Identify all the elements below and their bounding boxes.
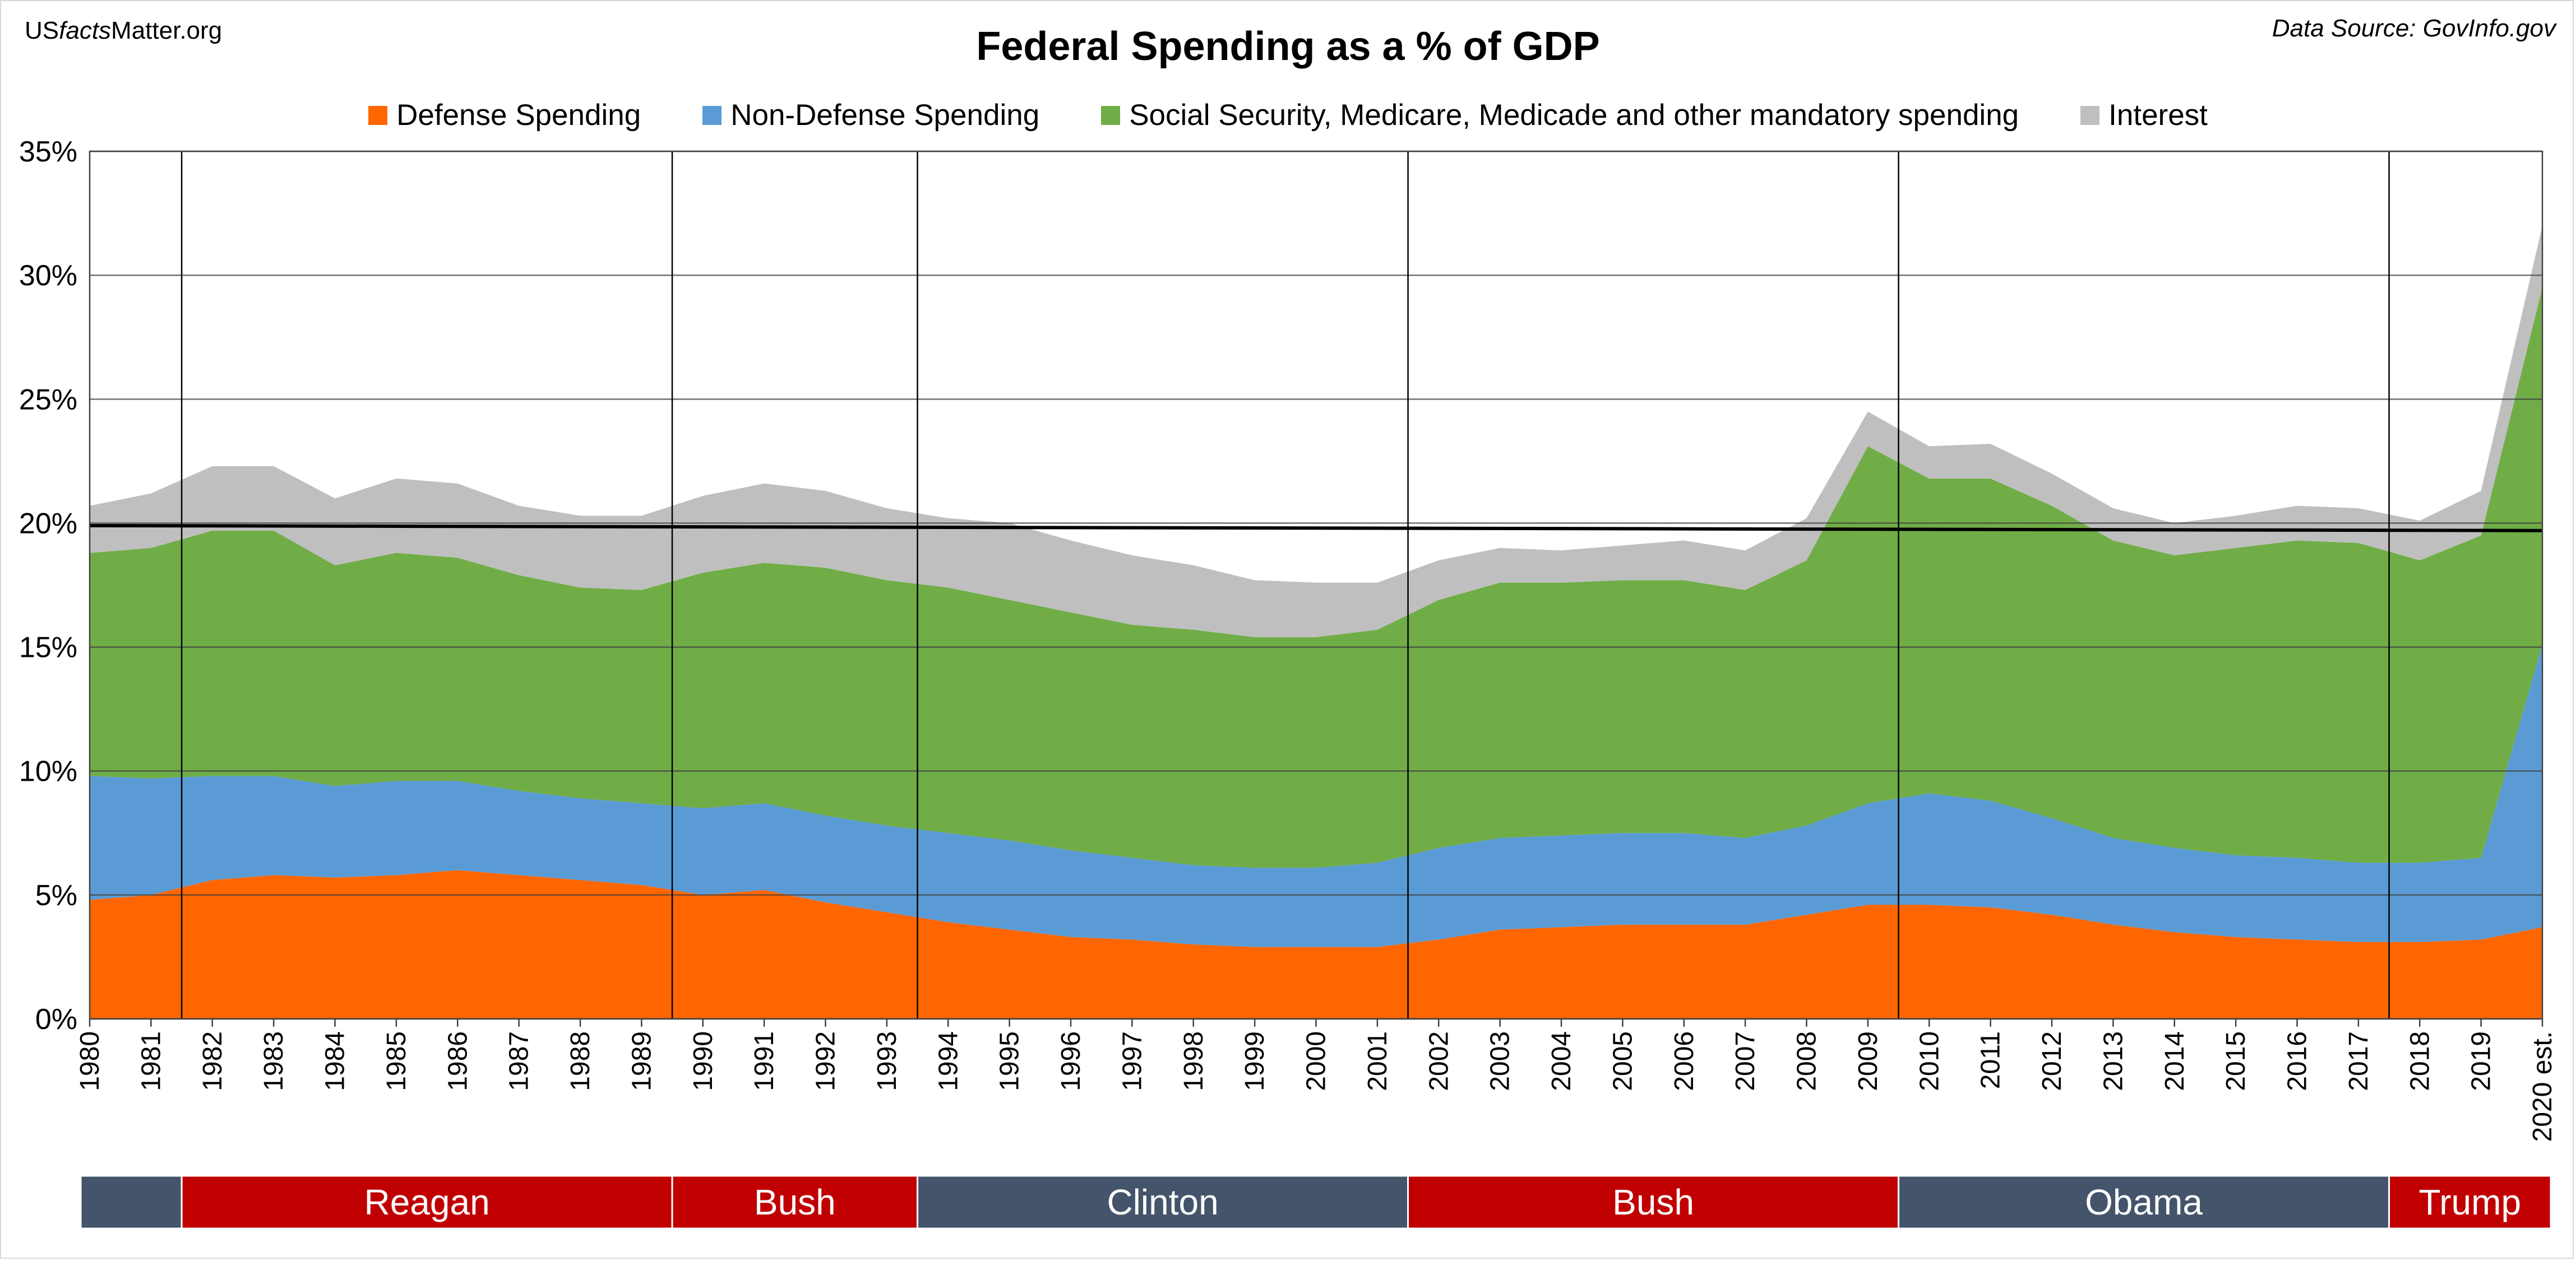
area-series-3 [90,225,2542,637]
legend-label-non-defense: Non-Defense Spending [730,99,1040,132]
area-series-0 [90,870,2542,1019]
x-tick-label: 2007 [1731,1031,1760,1091]
x-tick-label: 2013 [2098,1031,2128,1091]
x-tick-label: 1994 [933,1031,963,1091]
x-tick-label: 2010 [1914,1031,1944,1091]
x-tick-label: 2004 [1547,1031,1576,1091]
administration-bar [2388,1175,2552,1230]
x-tick-label: 1999 [1240,1031,1270,1091]
x-tick-label: 2016 [2283,1031,2313,1091]
administration-bar [80,1175,183,1230]
x-tick-label: 2015 [2221,1031,2251,1091]
legend-item-mandatory: Social Security, Medicare, Medicade and … [1101,98,2019,132]
administration-bar [1407,1175,1900,1230]
x-tick-label: 1991 [750,1031,779,1091]
administration-label: Reagan [364,1182,489,1222]
site-name-facts: facts [59,17,112,44]
legend-swatch-defense [368,105,388,125]
x-tick-label: 1996 [1056,1031,1086,1091]
x-tick-label: 1989 [627,1031,656,1091]
x-tick-label: 1992 [811,1031,841,1091]
reference-line [89,523,2543,532]
y-tick-label: 30% [19,259,77,292]
site-name: USfactsMatter.org [25,17,222,45]
chart-title: Federal Spending as a % of GDP [976,24,1600,69]
x-tick-label: 1982 [198,1031,228,1091]
area-series-2 [90,288,2542,868]
legend-label-defense: Defense Spending [396,99,641,132]
y-tick-label: 15% [19,632,77,664]
x-tick-label: 2018 [2405,1031,2435,1091]
y-tick-label: 5% [35,879,77,912]
x-tick-label: 2014 [2160,1031,2190,1091]
legend-item-non-defense: Non-Defense Spending [702,98,1039,132]
x-tick-label: 1995 [995,1031,1025,1091]
x-tick-label: 1988 [566,1031,595,1091]
legend-swatch-interest [2080,105,2100,125]
administration-label: Obama [2085,1182,2203,1222]
x-tick-label: 1980 [75,1031,105,1091]
area-series-1 [90,645,2542,947]
y-tick-label: 0% [35,1003,77,1036]
x-tick-label: 1983 [259,1031,289,1091]
x-tick-label: 2000 [1302,1031,1331,1091]
x-tick-label: 2011 [1976,1031,2006,1089]
legend-item-defense: Defense Spending [368,98,641,132]
legend-label-interest: Interest [2108,99,2208,132]
x-tick-label: 2008 [1792,1031,1822,1091]
x-tick-label: 1998 [1179,1031,1209,1091]
administration-bar [671,1175,919,1230]
x-tick-label: 2019 [2467,1031,2496,1091]
data-source: Data Source: GovInfo.gov [2272,15,2556,42]
x-tick-label: 1986 [443,1031,473,1091]
x-tick-label: 2009 [1853,1031,1883,1091]
x-tick-label: 1981 [136,1031,166,1091]
administration-label: Bush [1612,1182,1694,1222]
x-tick-label: 1997 [1117,1031,1147,1091]
x-tick-label: 2003 [1486,1031,1515,1091]
administration-label: Trump [2419,1182,2522,1222]
legend-item-interest: Interest [2080,98,2208,132]
x-tick-label: 2001 [1363,1031,1393,1091]
legend-swatch-mandatory [1101,105,1121,125]
x-tick-label: 2002 [1424,1031,1454,1091]
x-tick-label: 1984 [321,1031,350,1091]
administration-label: Bush [754,1182,836,1222]
x-tick-label: 2017 [2344,1031,2374,1091]
x-tick-label: 1990 [688,1031,718,1091]
administration-bar [917,1175,1409,1230]
legend-label-mandatory: Social Security, Medicare, Medicade and … [1129,99,2019,132]
y-tick-label: 35% [19,136,77,168]
x-tick-label: 2005 [1608,1031,1638,1091]
site-name-prefix: US [25,17,59,44]
administration-bar [181,1175,673,1230]
x-tick-label: 1993 [872,1031,902,1091]
administration-bar [1898,1175,2390,1230]
x-tick-label: 2006 [1669,1031,1699,1091]
x-tick-label: 2020 est. [2528,1031,2557,1142]
legend: Defense Spending Non-Defense Spending So… [0,98,2576,132]
y-tick-label: 10% [19,755,77,788]
y-tick-label: 20% [19,507,77,540]
x-tick-label: 1985 [382,1031,411,1091]
legend-swatch-non-defense [702,105,722,125]
x-tick-label: 2012 [2037,1031,2067,1091]
x-tick-label: 1987 [505,1031,534,1091]
administration-label: Clinton [1107,1182,1218,1222]
site-name-suffix: Matter.org [111,17,223,44]
y-tick-label: 25% [19,383,77,416]
